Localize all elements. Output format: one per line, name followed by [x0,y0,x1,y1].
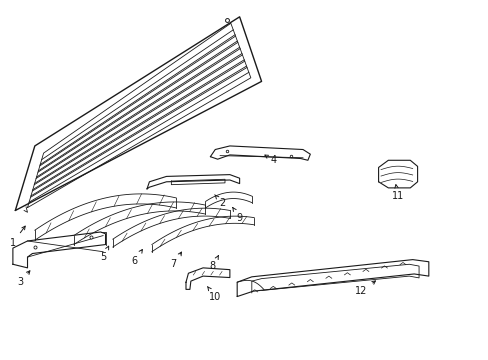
Text: 7: 7 [170,252,181,269]
Text: 6: 6 [131,249,142,266]
Text: 5: 5 [100,246,108,262]
Text: 3: 3 [17,271,30,287]
Text: 11: 11 [391,185,404,201]
Text: 12: 12 [355,281,375,296]
Text: 9: 9 [232,207,242,222]
Text: 2: 2 [214,195,225,208]
Text: 10: 10 [207,287,221,302]
Text: 4: 4 [264,155,276,165]
Text: 8: 8 [209,256,218,271]
Text: 1: 1 [10,226,25,248]
